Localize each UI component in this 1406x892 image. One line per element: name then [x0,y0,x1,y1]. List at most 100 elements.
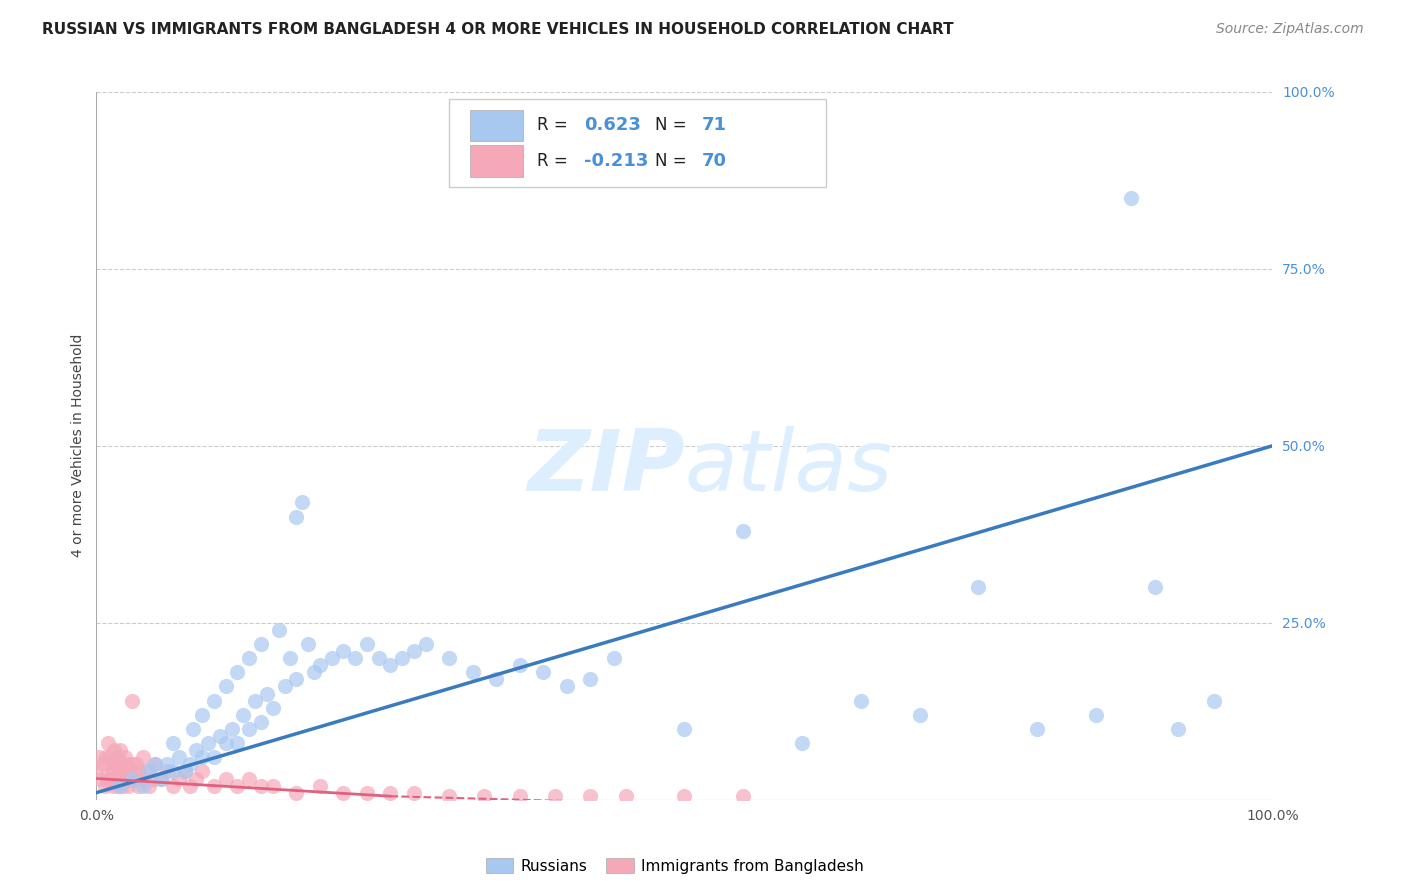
Point [107,750,129,764]
Text: Source: ZipAtlas.com: Source: ZipAtlas.com [1216,22,1364,37]
Point [108,779,131,793]
Point [110,757,132,772]
Point [132,779,155,793]
Point [186,743,208,757]
Point [485,673,508,687]
Point [125,757,148,772]
Point [238,722,260,736]
Point [111,779,134,793]
Text: N =: N = [655,116,692,134]
Point [107,764,129,779]
Point [104,772,127,786]
Legend: Russians, Immigrants from Bangladesh: Russians, Immigrants from Bangladesh [479,852,870,880]
Point [108,772,131,786]
Point [191,764,214,779]
Point [215,736,238,750]
Point [402,786,425,800]
Point [86,764,108,779]
Point [138,764,160,779]
Point [215,772,238,786]
Point [142,772,165,786]
Point [302,665,325,680]
Point [191,750,214,764]
Point [97,736,120,750]
Point [118,764,141,779]
Point [267,623,290,637]
Point [256,687,278,701]
Point [285,786,308,800]
Point [121,693,143,707]
Point [129,772,152,786]
Point [226,665,249,680]
Point [415,637,437,651]
Point [243,693,266,707]
Point [117,779,139,793]
Point [603,651,626,665]
Point [100,772,122,786]
Point [474,789,496,804]
Point [191,707,214,722]
Point [250,779,273,793]
Point [179,779,201,793]
Y-axis label: 4 or more Vehicles in Household: 4 or more Vehicles in Household [72,334,86,558]
Point [94,750,117,764]
Point [93,757,115,772]
Text: ZIP: ZIP [527,425,685,508]
Point [544,789,567,804]
Point [849,693,872,707]
Point [103,757,125,772]
Text: R =: R = [537,116,574,134]
Point [101,779,124,793]
Point [579,673,602,687]
Point [250,637,273,651]
Point [238,772,260,786]
Point [509,658,531,673]
Point [128,764,150,779]
Text: R =: R = [537,152,574,169]
Point [162,779,184,793]
Point [402,644,425,658]
Point [150,772,173,786]
Point [96,772,118,786]
Point [215,680,238,694]
Point [332,644,354,658]
Point [156,757,179,772]
Point [97,757,120,772]
Point [100,764,122,779]
Point [93,779,115,793]
Text: 0.623: 0.623 [585,116,641,134]
FancyBboxPatch shape [471,145,523,177]
Point [103,743,125,757]
Point [121,757,143,772]
Point [138,779,160,793]
Point [262,700,284,714]
Point [112,764,135,779]
Point [167,772,190,786]
Point [108,743,131,757]
Point [100,750,122,764]
Point [114,750,136,764]
Point [202,779,225,793]
Point [150,772,173,786]
Point [291,495,314,509]
Point [127,779,149,793]
Text: N =: N = [655,152,692,169]
Point [437,789,460,804]
Point [143,757,166,772]
Text: 71: 71 [702,116,727,134]
Point [1026,722,1049,736]
Point [143,757,166,772]
Point [308,658,330,673]
Point [87,750,110,764]
Point [179,757,201,772]
Point [391,651,413,665]
Point [614,789,637,804]
Point [186,772,208,786]
Point [262,779,284,793]
Point [332,786,354,800]
Point [356,786,378,800]
Point [509,789,531,804]
Point [121,772,143,786]
Point [132,750,155,764]
Point [1121,191,1143,205]
